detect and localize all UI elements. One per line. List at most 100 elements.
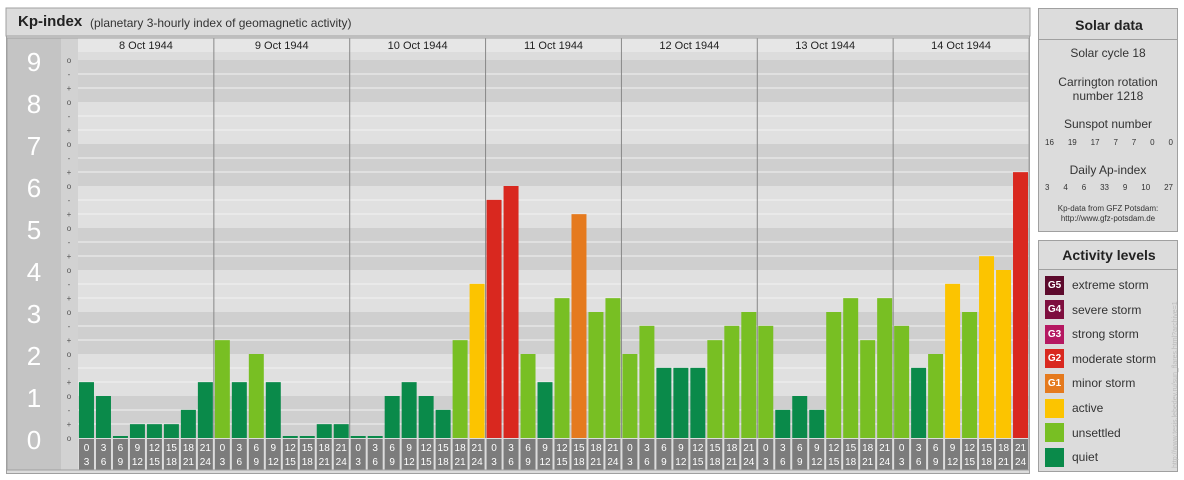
kp-bar: [911, 367, 927, 438]
kp-bar: [758, 325, 774, 438]
interval-start-label: 15: [438, 443, 450, 454]
interval-cell: [962, 439, 978, 470]
plot-border: [6, 37, 1030, 471]
y-minor-label: -: [68, 238, 71, 247]
interval-start-label: 6: [797, 443, 803, 454]
interval-end-label: 21: [590, 457, 602, 468]
y-tick-label: 9: [27, 47, 41, 77]
interval-cell: [401, 439, 417, 470]
y-minor-label: o: [67, 56, 72, 65]
interval-cell: [979, 439, 995, 470]
kp-bar: [1013, 172, 1028, 438]
kp-bar: [690, 367, 706, 438]
kp-bar: [520, 354, 536, 438]
solar-cycle: Solar cycle 18: [1070, 46, 1146, 60]
interval-cell: [350, 439, 366, 470]
y-minor-label: -: [68, 280, 71, 289]
interval-end-label: 12: [132, 457, 144, 468]
divider: [1039, 39, 1177, 40]
kp-bar: [945, 283, 961, 438]
interval-cell: [214, 439, 230, 470]
interval-start-label: 0: [491, 443, 497, 454]
y-minor-column: [61, 38, 78, 470]
interval-start-label: 9: [542, 443, 548, 454]
legend-label: strong storm: [1072, 327, 1139, 342]
kp-bar: [112, 436, 128, 438]
interval-end-label: 21: [862, 457, 874, 468]
interval-cell: [316, 439, 332, 470]
legend-swatch: G3: [1045, 324, 1064, 344]
y-minor-label: o: [67, 140, 72, 149]
interval-start-label: 12: [556, 443, 568, 454]
interval-end-label: 24: [472, 457, 484, 468]
interval-start-label: 12: [149, 443, 161, 454]
interval-end-label: 24: [607, 457, 619, 468]
legend-item: G4 severe storm: [1045, 300, 1141, 320]
interval-start-label: 18: [998, 443, 1010, 454]
interval-cell: [554, 439, 570, 470]
kp-bar: [860, 340, 876, 438]
day-label: 13 Oct 1944: [795, 40, 855, 52]
kp-bar: [962, 312, 978, 438]
interval-start-label: 15: [573, 443, 585, 454]
kp-bar: [996, 270, 1012, 438]
interval-end-label: 3: [627, 457, 633, 468]
y-tick-label: 7: [27, 131, 41, 161]
divider: [1039, 269, 1177, 270]
sunspot-value: 7: [1131, 138, 1137, 147]
interval-cell: [503, 439, 519, 470]
interval-start-label: 18: [319, 443, 331, 454]
interval-cell: [724, 439, 740, 470]
y-minor-label: +: [67, 336, 72, 345]
interval-cell: [673, 439, 689, 470]
interval-end-label: 6: [780, 457, 786, 468]
interval-start-label: 21: [743, 443, 755, 454]
interval-end-label: 6: [237, 457, 243, 468]
legend-swatch: G4: [1045, 300, 1064, 320]
interval-end-label: 18: [709, 457, 721, 468]
kp-bar: [299, 436, 315, 438]
interval-end-label: 18: [438, 457, 450, 468]
legend-swatch: [1045, 398, 1064, 418]
legend-item: G1 minor storm: [1045, 373, 1135, 393]
y-minor-label: +: [67, 294, 72, 303]
kp-bar: [843, 298, 859, 438]
y-minor-label: +: [67, 378, 72, 387]
interval-start-label: 12: [964, 443, 976, 454]
y-minor-label: -: [68, 364, 71, 373]
legend-label: quiet: [1072, 450, 1099, 465]
y-minor-label: -: [68, 154, 71, 163]
interval-start-label: 9: [678, 443, 684, 454]
interval-end-label: 9: [118, 457, 124, 468]
kp-bar: [639, 325, 655, 438]
y-tick-label: 3: [27, 299, 41, 329]
legend-label: moderate storm: [1072, 351, 1157, 366]
y-minor-label: -: [68, 406, 71, 415]
interval-cell: [707, 439, 723, 470]
interval-cell: [809, 439, 825, 470]
interval-cell: [418, 439, 434, 470]
legend-label: severe storm: [1072, 302, 1142, 317]
solar-data-panel: Solar data Solar cycle 18 Carrington rot…: [1038, 8, 1178, 232]
interval-start-label: 12: [285, 443, 297, 454]
interval-start-label: 15: [709, 443, 721, 454]
y-minor-label: +: [67, 84, 72, 93]
interval-end-label: 9: [661, 457, 667, 468]
interval-start-label: 0: [84, 443, 90, 454]
interval-start-label: 0: [627, 443, 633, 454]
interval-end-label: 12: [404, 457, 416, 468]
activity-levels-panel: Activity levels G5 extreme storm G4 severe …: [1038, 240, 1178, 472]
interval-end-label: 6: [916, 457, 922, 468]
interval-end-label: 6: [372, 457, 378, 468]
sunspot-values: 16 19 17 7 7 0 0: [1045, 138, 1173, 147]
interval-cell: [639, 439, 655, 470]
interval-cell: [367, 439, 383, 470]
y-minor-label: o: [67, 98, 72, 107]
interval-end-label: 3: [355, 457, 361, 468]
ap-value: 9: [1122, 183, 1128, 192]
interval-cell: [622, 439, 638, 470]
interval-cell: [146, 439, 162, 470]
interval-cell: [197, 439, 213, 470]
kp-bar: [809, 409, 825, 438]
kp-bar: [656, 367, 672, 438]
